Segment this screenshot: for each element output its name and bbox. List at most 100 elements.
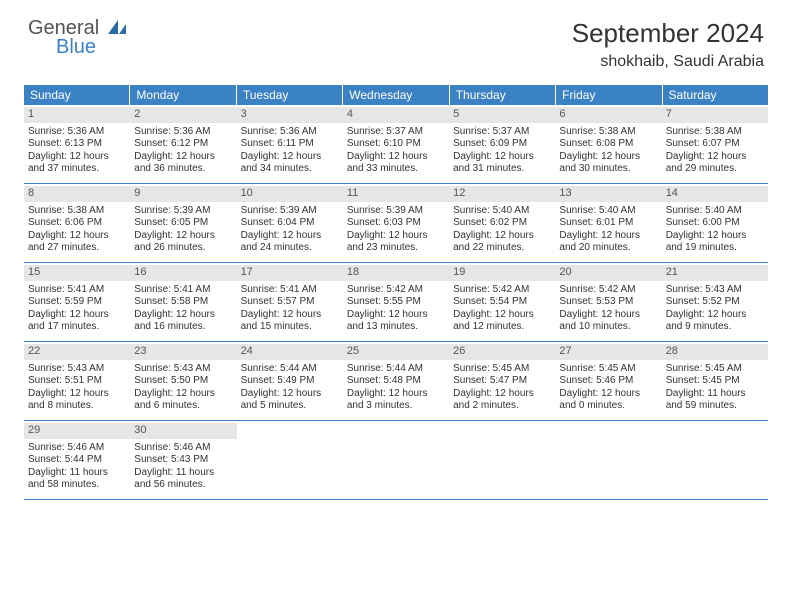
sunset-line: Sunset: 5:51 PM bbox=[28, 375, 126, 388]
daylight-line: Daylight: 12 hours and 5 minutes. bbox=[241, 388, 339, 413]
day-number: 8 bbox=[24, 186, 130, 202]
sunrise-line: Sunrise: 5:41 AM bbox=[28, 284, 126, 297]
day-cell: 26Sunrise: 5:45 AMSunset: 5:47 PMDayligh… bbox=[449, 342, 555, 420]
sunrise-line: Sunrise: 5:46 AM bbox=[134, 442, 232, 455]
sunrise-line: Sunrise: 5:40 AM bbox=[666, 205, 764, 218]
day-cell: 16Sunrise: 5:41 AMSunset: 5:58 PMDayligh… bbox=[130, 263, 236, 341]
sunset-line: Sunset: 6:04 PM bbox=[241, 217, 339, 230]
daylight-line: Daylight: 12 hours and 12 minutes. bbox=[453, 309, 551, 334]
sunset-line: Sunset: 5:50 PM bbox=[134, 375, 232, 388]
sunrise-line: Sunrise: 5:40 AM bbox=[559, 205, 657, 218]
sunset-line: Sunset: 6:08 PM bbox=[559, 138, 657, 151]
day-number: 24 bbox=[237, 344, 343, 360]
sunset-line: Sunset: 5:48 PM bbox=[347, 375, 445, 388]
sunrise-line: Sunrise: 5:45 AM bbox=[559, 363, 657, 376]
day-cell: 21Sunrise: 5:43 AMSunset: 5:52 PMDayligh… bbox=[662, 263, 768, 341]
day-number: 26 bbox=[449, 344, 555, 360]
sunrise-line: Sunrise: 5:36 AM bbox=[241, 126, 339, 139]
daylight-line: Daylight: 12 hours and 8 minutes. bbox=[28, 388, 126, 413]
daylight-line: Daylight: 12 hours and 0 minutes. bbox=[559, 388, 657, 413]
daylight-line: Daylight: 12 hours and 30 minutes. bbox=[559, 151, 657, 176]
sunset-line: Sunset: 5:46 PM bbox=[559, 375, 657, 388]
daylight-line: Daylight: 12 hours and 22 minutes. bbox=[453, 230, 551, 255]
weekday-row: SundayMondayTuesdayWednesdayThursdayFrid… bbox=[24, 85, 768, 105]
daylight-line: Daylight: 12 hours and 37 minutes. bbox=[28, 151, 126, 176]
daylight-line: Daylight: 12 hours and 29 minutes. bbox=[666, 151, 764, 176]
sunset-line: Sunset: 6:11 PM bbox=[241, 138, 339, 151]
day-number: 18 bbox=[343, 265, 449, 281]
daylight-line: Daylight: 12 hours and 26 minutes. bbox=[134, 230, 232, 255]
week-row: 29Sunrise: 5:46 AMSunset: 5:44 PMDayligh… bbox=[24, 421, 768, 500]
day-number: 19 bbox=[449, 265, 555, 281]
sunset-line: Sunset: 5:52 PM bbox=[666, 296, 764, 309]
sunset-line: Sunset: 6:02 PM bbox=[453, 217, 551, 230]
day-number: 30 bbox=[130, 423, 236, 439]
day-cell: 27 Sunrise: 5:45 AMSunset: 5:46 PMDayligh… bbox=[555, 342, 661, 420]
sunrise-line: Sunrise: 5:43 AM bbox=[28, 363, 126, 376]
sunset-line: Sunset: 6:10 PM bbox=[347, 138, 445, 151]
sunset-line: Sunset: 5:44 PM bbox=[28, 454, 126, 467]
sunrise-line: Sunrise: 5:41 AM bbox=[241, 284, 339, 297]
week-row: 8Sunrise: 5:38 AMSunset: 6:06 PMDaylight… bbox=[24, 184, 768, 263]
day-cell: 10Sunrise: 5:39 AMSunset: 6:04 PMDayligh… bbox=[237, 184, 343, 262]
day-cell: 20Sunrise: 5:42 AMSunset: 5:53 PMDayligh… bbox=[555, 263, 661, 341]
daylight-line: Daylight: 12 hours and 34 minutes. bbox=[241, 151, 339, 176]
day-number: 28 bbox=[662, 344, 768, 360]
weekday-header: Sunday bbox=[24, 85, 130, 105]
sunrise-line: Sunrise: 5:37 AM bbox=[453, 126, 551, 139]
sunrise-line: Sunrise: 5:36 AM bbox=[28, 126, 126, 139]
sunset-line: Sunset: 6:07 PM bbox=[666, 138, 764, 151]
title-block: September 2024 shokhaib, Saudi Arabia bbox=[572, 18, 764, 71]
sunrise-line: Sunrise: 5:41 AM bbox=[134, 284, 232, 297]
day-cell: 2Sunrise: 5:36 AMSunset: 6:12 PMDaylight… bbox=[130, 105, 236, 183]
sunset-line: Sunset: 5:54 PM bbox=[453, 296, 551, 309]
day-cell: 8 Sunrise: 5:38 AMSunset: 6:06 PMDaylight… bbox=[24, 184, 130, 262]
sunrise-line: Sunrise: 5:39 AM bbox=[347, 205, 445, 218]
day-cell: 14Sunrise: 5:40 AMSunset: 6:00 PMDayligh… bbox=[662, 184, 768, 262]
sunset-line: Sunset: 5:58 PM bbox=[134, 296, 232, 309]
day-cell: 18Sunrise: 5:42 AMSunset: 5:55 PMDayligh… bbox=[343, 263, 449, 341]
daylight-line: Daylight: 12 hours and 24 minutes. bbox=[241, 230, 339, 255]
sunrise-line: Sunrise: 5:43 AM bbox=[666, 284, 764, 297]
sunrise-line: Sunrise: 5:36 AM bbox=[134, 126, 232, 139]
daylight-line: Daylight: 12 hours and 15 minutes. bbox=[241, 309, 339, 334]
day-number: 10 bbox=[237, 186, 343, 202]
weekday-header: Monday bbox=[130, 85, 236, 105]
sunrise-line: Sunrise: 5:40 AM bbox=[453, 205, 551, 218]
day-number: 27 bbox=[555, 344, 661, 360]
sunrise-line: Sunrise: 5:44 AM bbox=[241, 363, 339, 376]
sunset-line: Sunset: 6:05 PM bbox=[134, 217, 232, 230]
header: General Blue September 2024 shokhaib, Sa… bbox=[0, 0, 792, 79]
sunset-line: Sunset: 5:45 PM bbox=[666, 375, 764, 388]
sunrise-line: Sunrise: 5:45 AM bbox=[666, 363, 764, 376]
day-cell: 19 Sunrise: 5:42 AMSunset: 5:54 PMDayligh… bbox=[449, 263, 555, 341]
sunset-line: Sunset: 6:00 PM bbox=[666, 217, 764, 230]
location-text: shokhaib, Saudi Arabia bbox=[572, 53, 764, 71]
sunset-line: Sunset: 5:55 PM bbox=[347, 296, 445, 309]
daylight-line: Daylight: 11 hours and 59 minutes. bbox=[666, 388, 764, 413]
day-cell: 24Sunrise: 5:44 AMSunset: 5:49 PMDayligh… bbox=[237, 342, 343, 420]
week-row: 1Sunrise: 5:36 AMSunset: 6:13 PMDaylight… bbox=[24, 105, 768, 184]
weekday-header: Wednesday bbox=[343, 85, 449, 105]
daylight-line: Daylight: 12 hours and 27 minutes. bbox=[28, 230, 126, 255]
sunrise-line: Sunrise: 5:42 AM bbox=[453, 284, 551, 297]
day-cell: 6Sunrise: 5:38 AMSunset: 6:08 PMDaylight… bbox=[555, 105, 661, 183]
weekday-header: Thursday bbox=[450, 85, 556, 105]
daylight-line: Daylight: 12 hours and 19 minutes. bbox=[666, 230, 764, 255]
daylight-line: Daylight: 12 hours and 3 minutes. bbox=[347, 388, 445, 413]
weeks-container: 1Sunrise: 5:36 AMSunset: 6:13 PMDaylight… bbox=[24, 105, 768, 500]
day-cell: 23Sunrise: 5:43 AMSunset: 5:50 PMDayligh… bbox=[130, 342, 236, 420]
daylight-line: Daylight: 11 hours and 58 minutes. bbox=[28, 467, 126, 492]
day-number: 15 bbox=[24, 265, 130, 281]
day-cell: 17Sunrise: 5:41 AMSunset: 5:57 PMDayligh… bbox=[237, 263, 343, 341]
sunrise-line: Sunrise: 5:42 AM bbox=[559, 284, 657, 297]
sunset-line: Sunset: 6:06 PM bbox=[28, 217, 126, 230]
day-cell: 11Sunrise: 5:39 AMSunset: 6:03 PMDayligh… bbox=[343, 184, 449, 262]
week-row: 15Sunrise: 5:41 AMSunset: 5:59 PMDayligh… bbox=[24, 263, 768, 342]
sunrise-line: Sunrise: 5:46 AM bbox=[28, 442, 126, 455]
sunrise-line: Sunrise: 5:42 AM bbox=[347, 284, 445, 297]
sunrise-line: Sunrise: 5:38 AM bbox=[28, 205, 126, 218]
sunrise-line: Sunrise: 5:38 AM bbox=[559, 126, 657, 139]
day-cell: 22Sunrise: 5:43 AMSunset: 5:51 PMDayligh… bbox=[24, 342, 130, 420]
sunrise-line: Sunrise: 5:45 AM bbox=[453, 363, 551, 376]
